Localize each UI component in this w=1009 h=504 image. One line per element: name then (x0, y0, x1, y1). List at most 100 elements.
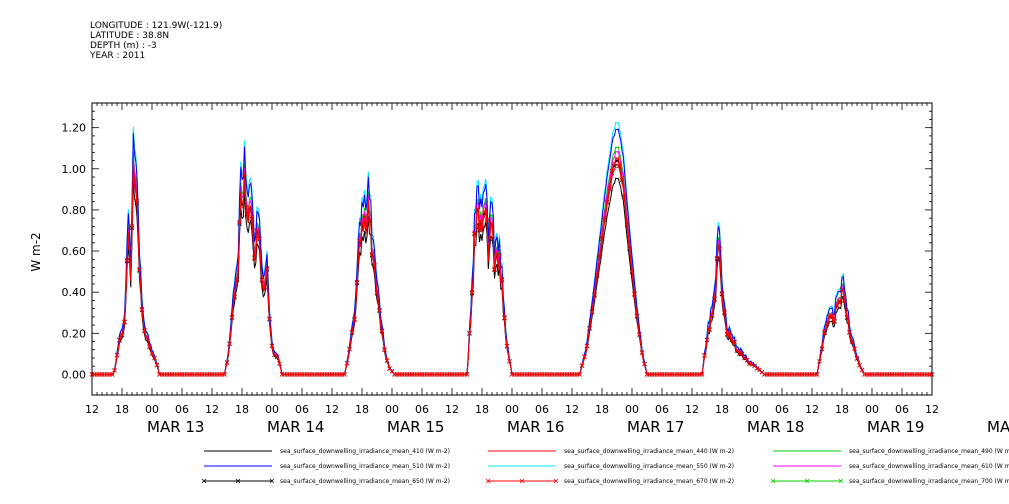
longitude-text: LONGITUDE : 121.9W(-121.9) (90, 21, 223, 31)
legend: sea_surface_downwelling_irradiance_mean_… (201, 448, 1009, 485)
data-point-marker (379, 328, 385, 333)
data-point-marker (239, 200, 245, 205)
data-point-marker (117, 337, 122, 343)
data-point-marker (244, 210, 250, 215)
data-point-marker (857, 362, 862, 368)
data-point-marker (477, 226, 482, 231)
x-tick-label: 18 (475, 403, 489, 416)
x-tick-label: 12 (685, 403, 699, 416)
data-point-marker (224, 360, 230, 365)
series-line (92, 146, 932, 375)
x-tick-label: 06 (295, 403, 309, 416)
data-point-marker (469, 290, 475, 295)
data-point-marker (129, 223, 135, 229)
data-point-marker (382, 347, 387, 352)
data-point-marker (594, 272, 600, 277)
data-point-marker (269, 343, 275, 348)
data-point-marker (122, 319, 127, 325)
data-point-marker (834, 302, 840, 308)
legend-marker (838, 478, 844, 484)
data-point-marker (144, 335, 150, 340)
data-point-marker (734, 348, 740, 353)
data-point-marker (604, 198, 610, 203)
y-tick-label: 0.00 (62, 368, 87, 381)
x-tick-labels: 12 18 00 06 12 18 00 06 12 18 00 06 12 18 00 06 12 18 00 06… (85, 403, 939, 416)
data-point-marker (242, 171, 247, 176)
legend-label: sea_surface_downwelling_irradiance_mean_… (280, 478, 450, 485)
y-tick-label: 0.60 (62, 245, 87, 258)
data-point-marker (274, 354, 280, 359)
x-tick-label: 12 (925, 403, 939, 416)
x-tick-label: 12 (325, 403, 339, 416)
plot-area (89, 121, 935, 377)
data-point-marker (267, 316, 272, 322)
data-point-marker (727, 330, 732, 336)
plot-frame (91, 102, 933, 396)
data-point-marker (929, 372, 935, 377)
x-tick-label: 06 (775, 403, 789, 416)
data-point-marker (642, 361, 647, 367)
data-point-marker (717, 245, 722, 251)
metadata-block: LONGITUDE : 121.9W(-121.9) LATITUDE : 38… (90, 21, 222, 61)
data-point-marker (254, 227, 260, 233)
series-line (92, 164, 932, 375)
data-point-marker (584, 343, 590, 348)
date-label: MAR 13 (147, 418, 204, 436)
x-tick-label: 18 (235, 403, 249, 416)
data-point-marker (637, 332, 642, 337)
data-point-marker (127, 245, 132, 251)
legend-marker (553, 478, 559, 484)
data-point-marker (732, 339, 737, 345)
data-point-marker (262, 284, 267, 289)
data-point-marker (612, 161, 617, 167)
data-point-marker (354, 279, 360, 285)
x-tick-label: 06 (895, 403, 909, 416)
data-point-marker (579, 363, 585, 368)
data-point-marker (112, 368, 117, 373)
legend-marker (804, 478, 810, 484)
data-point-marker (629, 268, 635, 274)
data-point-marker (844, 314, 850, 320)
x-tick-label: 00 (265, 403, 279, 416)
data-point-marker (837, 298, 842, 304)
data-point-marker (702, 352, 707, 358)
data-point-marker (849, 338, 855, 344)
data-point-marker (237, 219, 242, 225)
data-point-marker (712, 296, 717, 301)
data-point-marker (854, 356, 860, 361)
data-point-marker (472, 230, 477, 235)
data-point-marker (852, 346, 857, 351)
data-point-marker (592, 292, 597, 297)
data-point-marker (349, 329, 355, 335)
data-point-marker (814, 372, 820, 377)
series-line (92, 128, 932, 375)
data-point-marker (114, 352, 120, 358)
data-point-marker (264, 266, 270, 271)
data-point-marker (822, 329, 827, 335)
data-point-marker (829, 313, 835, 318)
data-point-marker (344, 360, 350, 366)
data-point-marker (154, 362, 160, 368)
x-tick-label: 06 (415, 403, 429, 416)
legend-marker (201, 478, 207, 484)
x-tick-label: 18 (835, 403, 849, 416)
x-tick-label: 12 (565, 403, 579, 416)
data-point-marker (142, 328, 147, 333)
data-point-marker (699, 372, 705, 377)
data-point-marker (137, 267, 142, 272)
y-tick-label: 0.80 (62, 204, 87, 217)
data-point-marker (504, 343, 510, 349)
data-point-marker (602, 216, 607, 221)
data-point-marker (134, 198, 140, 204)
legend-label: sea_surface_downwelling_irradiance_mean_… (849, 448, 1009, 455)
data-point-marker (624, 220, 630, 226)
data-point-marker (754, 366, 760, 371)
data-point-marker (119, 332, 125, 338)
data-point-marker (607, 184, 612, 190)
data-point-marker (234, 276, 240, 282)
x-tick-label: 12 (85, 403, 99, 416)
data-point-marker (577, 372, 582, 377)
data-point-marker (132, 177, 137, 183)
series-line (92, 159, 932, 375)
legend-label: sea_surface_downwelling_irradiance_mean_… (564, 478, 734, 485)
